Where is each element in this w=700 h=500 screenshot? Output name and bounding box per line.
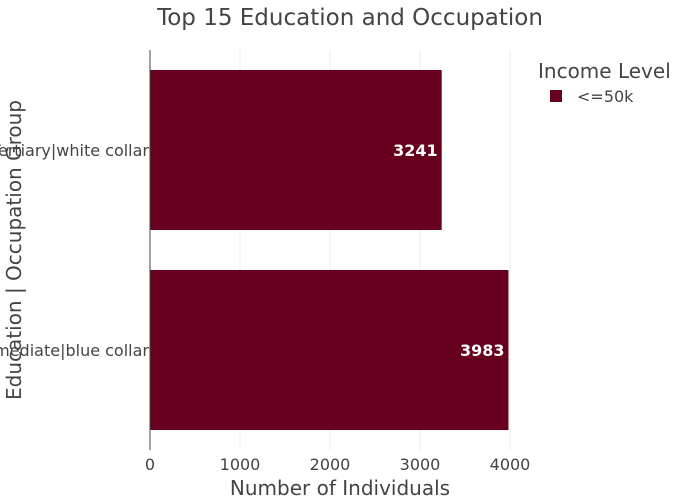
- x-tick-label: 0: [145, 455, 155, 474]
- data-labels: 3241 3983: [393, 141, 504, 360]
- bar-value-label: 3241: [393, 141, 438, 160]
- legend-title: Income Level: [538, 59, 671, 83]
- legend[interactable]: Income Level <=50k: [538, 59, 671, 106]
- y-axis-title: Education | Occupation Group: [2, 100, 26, 400]
- legend-item-label: <=50k: [577, 87, 634, 106]
- bar[interactable]: [150, 270, 509, 430]
- category-label: Intermediate|blue collar: [0, 341, 149, 360]
- x-tick-labels: 0 1000 2000 3000 4000: [145, 455, 530, 474]
- x-axis-title: Number of Individuals: [230, 476, 450, 500]
- bars: [150, 70, 509, 430]
- x-tick-label: 2000: [310, 455, 351, 474]
- legend-swatch: [550, 90, 562, 102]
- chart-title: Top 15 Education and Occupation: [156, 5, 543, 31]
- category-labels: Tertiary|white collar Intermediate|blue c…: [0, 141, 149, 360]
- x-tick-label: 3000: [400, 455, 441, 474]
- category-label: Tertiary|white collar: [0, 141, 149, 160]
- bar-value-label: 3983: [460, 341, 505, 360]
- bar[interactable]: [150, 70, 442, 230]
- x-tick-label: 1000: [220, 455, 261, 474]
- x-tick-label: 4000: [490, 455, 531, 474]
